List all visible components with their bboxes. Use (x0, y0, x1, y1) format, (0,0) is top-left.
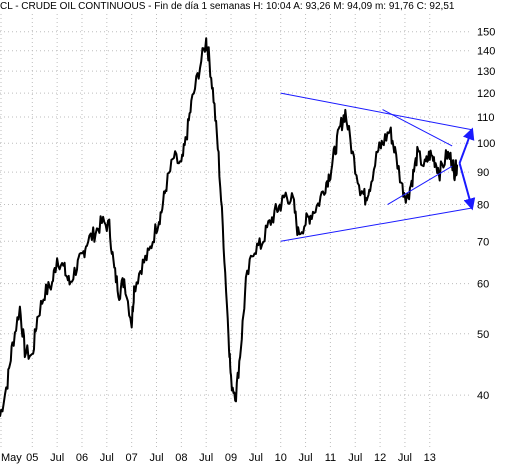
x-tick-label: 10 (275, 452, 287, 464)
x-tick-label: 11 (325, 452, 336, 464)
x-axis: May 05 Jul 06 Jul 07 Jul 08 Jul 09 Jul 10 Jul 11 Jul 12… (1, 452, 436, 464)
x-tick-label: Jul (50, 452, 64, 464)
x-tick-label: Jul (100, 452, 114, 464)
y-tick-label: 110 (477, 112, 495, 124)
annotation-layer (280, 92, 476, 242)
y-tick-label: 90 (477, 167, 489, 179)
grid-layer (0, 14, 472, 448)
x-tick-label: 13 (424, 452, 436, 464)
y-tick-label: 130 (477, 66, 495, 78)
projection-arrow (458, 127, 475, 164)
x-tick-label: Jul (348, 452, 362, 464)
x-tick-label: 07 (126, 452, 138, 464)
trendline (280, 207, 473, 242)
price-layer (0, 37, 459, 417)
y-tick-label: 80 (477, 200, 489, 212)
projection-arrow (458, 162, 476, 211)
y-tick-label: 100 (477, 138, 495, 150)
price-series-line (0, 37, 459, 417)
x-tick-label: 05 (26, 452, 38, 464)
trendline (280, 92, 473, 131)
x-tick-label: 08 (175, 452, 187, 464)
y-tick-label: 70 (477, 236, 489, 248)
y-tick-label: 120 (477, 88, 495, 100)
x-tick-label: 12 (374, 452, 386, 464)
x-tick-label: May (1, 452, 22, 464)
y-tick-label: 60 (477, 279, 489, 291)
x-tick-label: Jul (299, 452, 313, 464)
y-tick-label: 50 (477, 329, 489, 341)
x-tick-label: Jul (249, 452, 263, 464)
y-axis: 40 50 60 70 80 90 100 110 120 130 140 150 (477, 27, 495, 402)
trendline (382, 109, 453, 147)
x-tick-label: Jul (199, 452, 213, 464)
y-tick-label: 40 (477, 390, 489, 402)
x-tick-label: 09 (225, 452, 237, 464)
y-tick-label: 150 (477, 27, 495, 39)
x-tick-label: 06 (76, 452, 88, 464)
y-tick-label: 140 (477, 46, 495, 58)
trendline (387, 165, 453, 205)
x-tick-label: Jul (398, 452, 412, 464)
x-tick-label: Jul (149, 452, 163, 464)
chart-header: CL - CRUDE OIL CONTINUOUS - Fin de día 1… (0, 1, 455, 12)
